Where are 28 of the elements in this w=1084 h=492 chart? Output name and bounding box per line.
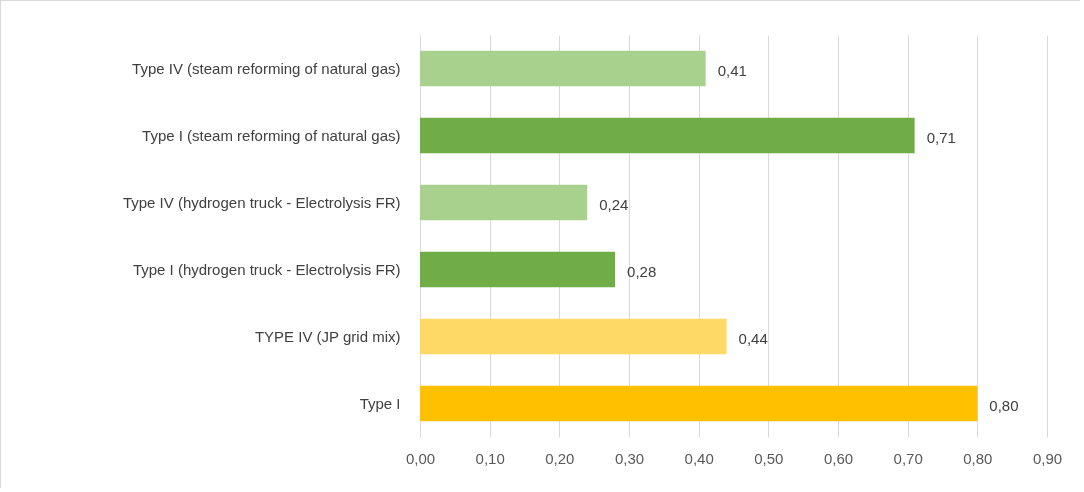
- x-tick-label: 0,00: [405, 449, 436, 467]
- x-tick-label: 0,90: [1032, 449, 1063, 467]
- bar: [420, 385, 978, 422]
- x-tick-label: 0,50: [754, 449, 784, 467]
- y-tick-label: Type I (hydrogen truck - Electrolysis FR): [132, 260, 401, 278]
- data-label: 0,28: [627, 262, 657, 280]
- y-tick-label: Type IV (hydrogen truck - Electrolysis FR): [122, 193, 401, 211]
- x-tick-label: 0,70: [893, 449, 923, 467]
- data-label: 0,24: [599, 195, 629, 213]
- x-tick-label: 0,20: [545, 449, 575, 467]
- bar: [420, 184, 588, 221]
- data-label: 0,41: [717, 61, 747, 79]
- bar: [420, 318, 727, 355]
- x-tick-label: 0,30: [614, 449, 645, 467]
- y-tick-label: Type I (steam reforming of natural gas): [142, 126, 401, 144]
- x-tick-label: 0,10: [475, 449, 505, 467]
- data-label: 0,71: [926, 128, 956, 146]
- bar: [420, 50, 706, 87]
- x-tick-label: 0,60: [823, 449, 854, 467]
- data-label: 0,80: [989, 396, 1019, 414]
- data-label: 0,44: [738, 329, 768, 347]
- y-tick-label: Type I: [359, 394, 401, 412]
- x-tick-label: 0,80: [963, 449, 993, 467]
- y-tick-label: Type IV (steam reforming of natural gas): [132, 59, 401, 77]
- y-tick-label: TYPE IV (JP grid mix): [254, 327, 401, 345]
- bar: [420, 251, 616, 288]
- bar: [420, 117, 915, 154]
- x-tick-label: 0,40: [684, 449, 714, 467]
